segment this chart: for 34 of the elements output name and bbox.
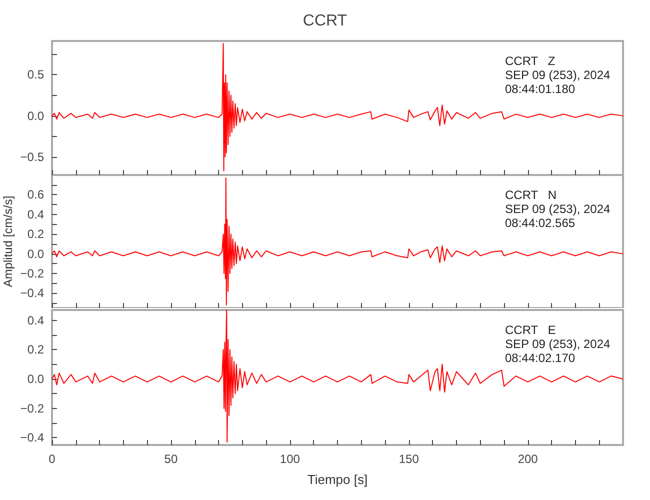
annotation: CCRT E: [505, 323, 556, 337]
annotation: SEP 09 (253), 2024: [505, 337, 611, 351]
y-tick-label: 0.0: [27, 246, 44, 261]
line-series: [52, 310, 624, 443]
x-tick-label: 100: [280, 452, 300, 466]
y-tick-label: −0.4: [20, 430, 44, 445]
line-series: [52, 42, 624, 172]
y-tick-label: −0.5: [20, 150, 44, 164]
x-tick-label: 0: [48, 452, 56, 466]
x-tick-label: 150: [398, 452, 420, 466]
annotation: 08:44:02.565: [505, 216, 576, 230]
y-tick-label: 0.5: [27, 68, 44, 82]
annotation: SEP 09 (253), 2024: [505, 202, 611, 216]
line-series: [52, 177, 624, 306]
annotation: 08:44:02.170: [505, 351, 576, 365]
y-tick-label: −0.2: [20, 266, 44, 281]
x-axis-title: Tiempo [s]: [307, 472, 368, 487]
y-tick-label: 0.6: [27, 188, 44, 202]
annotation: SEP 09 (253), 2024: [505, 68, 611, 82]
y-tick-label: −0.2: [20, 401, 44, 416]
y-tick-label: −0.4: [20, 286, 44, 300]
y-tick-label: 0.4: [27, 313, 44, 328]
y-tick-label: 0.0: [27, 372, 44, 386]
chart-title: CCRT: [302, 12, 348, 30]
y-tick-label: 0.2: [27, 342, 44, 357]
annotation: CCRT N: [505, 188, 557, 202]
x-tick-label: 200: [518, 452, 538, 466]
y-tick-label: 0.2: [27, 227, 44, 242]
annotation: 08:44:01.180: [505, 82, 576, 96]
y-axis-title: Amplitud [cm/s/s]: [1, 196, 15, 288]
annotation: CCRT Z: [505, 54, 556, 68]
x-tick-label: 50: [164, 452, 178, 466]
y-tick-label: 0.4: [27, 207, 44, 222]
y-tick-label: 0.0: [27, 108, 44, 123]
